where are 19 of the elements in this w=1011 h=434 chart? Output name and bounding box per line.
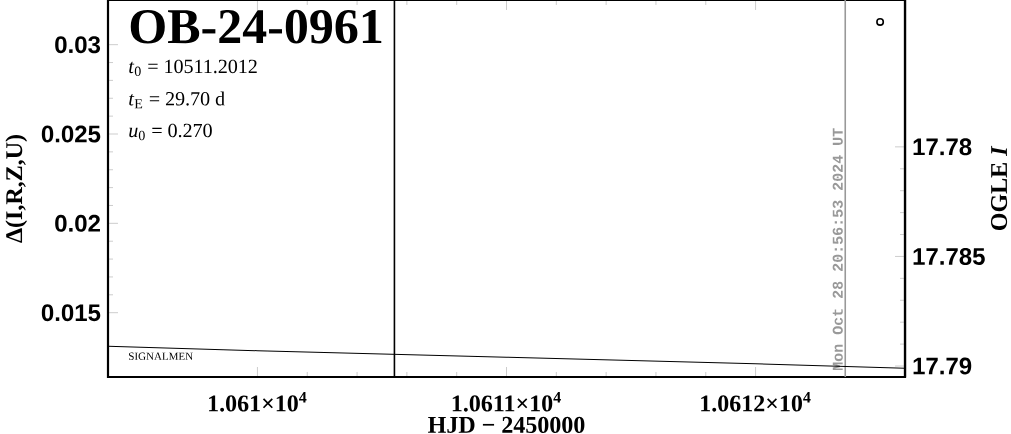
x-tick-label: 1.0612×10$^{4}$ xyxy=(701,392,811,412)
annotation: u$_{0}$ = 0.270 xyxy=(129,123,212,141)
chart-title: OB-24-0961 xyxy=(130,9,382,44)
y-axis-title: Δ(I,R,Z,U) xyxy=(5,135,28,243)
y2-tick-label: 17.79 xyxy=(913,357,972,375)
annotation: t$_{E}$ = 29.70 d xyxy=(129,91,225,109)
y-tick-label: 0.015 xyxy=(41,304,101,322)
y2-axis-title: OGLE I xyxy=(990,145,1008,231)
y-tick-label: 0.025 xyxy=(41,125,101,143)
y-tick-label: 0.02 xyxy=(55,214,100,232)
y-tick-label: 0.03 xyxy=(55,36,101,54)
x-axis-title: HJD − 2450000 xyxy=(428,416,585,433)
annotation: SIGNALMEN xyxy=(129,352,193,360)
annotation: t$_{0}$ = 10511.2012 xyxy=(129,59,257,77)
x-tick-label: 1.061×10$^{4}$ xyxy=(209,392,307,412)
x-tick-label: 1.0611×10$^{4}$ xyxy=(452,392,561,412)
annotation: Mon Oct 28 20:56:53 2024 UT xyxy=(832,128,843,371)
y2-tick-label: 17.785 xyxy=(913,247,985,265)
y2-tick-label: 17.78 xyxy=(913,138,972,156)
